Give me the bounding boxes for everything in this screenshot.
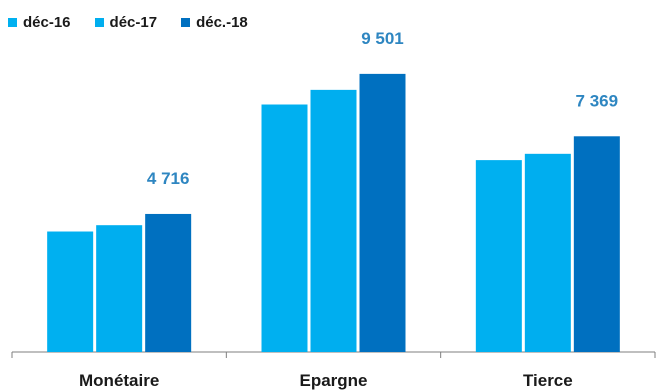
bar-monetaire-dec-16	[47, 231, 94, 352]
x-tick-label-epargne: Epargne	[299, 371, 367, 390]
bar-tierce-dec-18	[573, 136, 620, 352]
data-label-monetaire: 4 716	[147, 169, 190, 188]
bar-monetaire-dec-17	[96, 225, 143, 352]
legend-item-dec-18: déc.-18	[181, 14, 248, 31]
data-label-epargne: 9 501	[361, 29, 404, 48]
legend-item-dec-17: déc-17	[94, 14, 158, 31]
bar-epargne-dec-17	[310, 89, 357, 352]
bar-epargne-dec-16	[261, 104, 308, 353]
bar-monetaire-dec-18	[145, 213, 192, 352]
legend-item-dec-16: déc-16	[8, 14, 71, 31]
legend-swatch-dec-18	[181, 18, 191, 27]
bar-epargne-dec-18	[359, 73, 406, 352]
x-tick-label-tierce: Tierce	[523, 371, 573, 390]
x-tick-label-monetaire: Monétaire	[79, 371, 159, 390]
legend-label-dec-17: déc-17	[109, 14, 158, 31]
bar-tierce-dec-16	[475, 160, 522, 352]
legend-swatch-dec-17	[94, 18, 104, 27]
legend-swatch-dec-16	[8, 18, 17, 27]
bar-tierce-dec-17	[524, 153, 571, 352]
legend-label-dec-18: déc.-18	[196, 14, 248, 31]
data-label-tierce: 7 369	[576, 91, 619, 110]
legend: déc-16 déc-17 déc.-18	[8, 14, 248, 31]
legend-label-dec-16: déc-16	[23, 14, 71, 31]
